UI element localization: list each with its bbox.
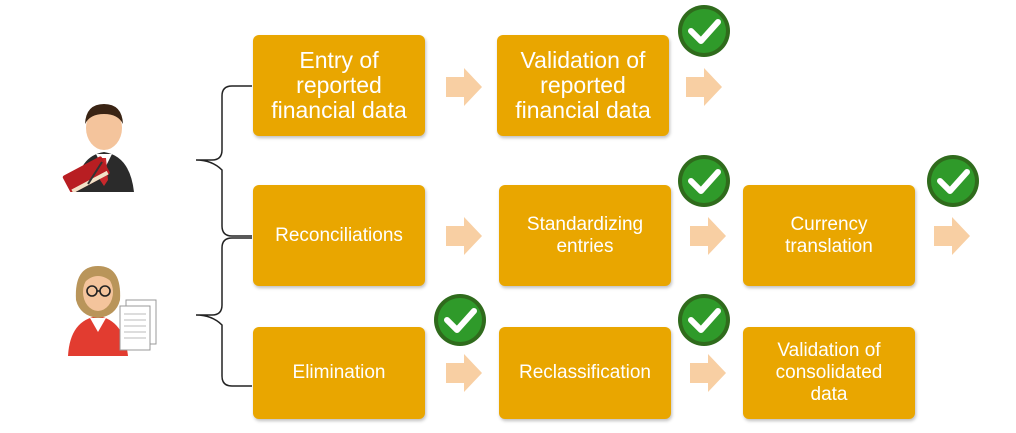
step-label: Currency translation (785, 213, 873, 257)
step-reclassification: Reclassification (499, 327, 671, 419)
step-reconciliations: Reconciliations (253, 185, 425, 286)
businessman-with-book-icon (58, 96, 150, 192)
step-validation-of-consolidated-data: Validation of consolidated data (743, 327, 915, 419)
green-check-icon (926, 154, 980, 208)
step-label: Validation of reported financial data (515, 47, 651, 123)
step-currency-translation: Currency translation (743, 185, 915, 286)
step-label: Elimination (292, 362, 386, 383)
green-check-icon (677, 4, 731, 58)
green-check-icon (677, 293, 731, 347)
step-standardizing-entries: Standardizing entries (499, 185, 671, 286)
right-arrow-icon (686, 68, 722, 106)
step-label: Entry of reported financial data (271, 47, 407, 123)
green-check-icon (433, 293, 487, 347)
step-elimination: Elimination (253, 327, 425, 419)
right-arrow-icon (446, 354, 482, 392)
right-arrow-icon (446, 217, 482, 255)
right-arrow-icon (934, 217, 970, 255)
green-check-icon (677, 154, 731, 208)
right-arrow-icon (690, 354, 726, 392)
step-label: Standardizing entries (526, 213, 644, 257)
right-arrow-icon (690, 217, 726, 255)
woman-with-documents-icon (62, 260, 166, 356)
right-arrow-icon (446, 68, 482, 106)
step-label: Reclassification (519, 362, 651, 383)
step-label: Reconciliations (275, 224, 403, 246)
step-entry-of-reported-financial-data: Entry of reported financial data (253, 35, 425, 136)
step-validation-of-reported-financial-data: Validation of reported financial data (497, 35, 669, 136)
step-label: Validation of consolidated data (775, 340, 883, 405)
